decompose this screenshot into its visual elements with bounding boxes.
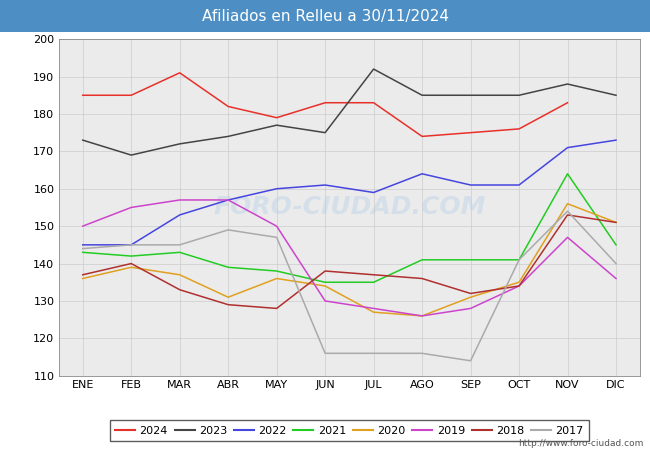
Legend: 2024, 2023, 2022, 2021, 2020, 2019, 2018, 2017: 2024, 2023, 2022, 2021, 2020, 2019, 2018… <box>110 420 589 441</box>
Text: FORO-CIUDAD.COM: FORO-CIUDAD.COM <box>213 195 486 220</box>
Text: Afiliados en Relleu a 30/11/2024: Afiliados en Relleu a 30/11/2024 <box>202 9 448 24</box>
Text: http://www.foro-ciudad.com: http://www.foro-ciudad.com <box>518 439 644 448</box>
